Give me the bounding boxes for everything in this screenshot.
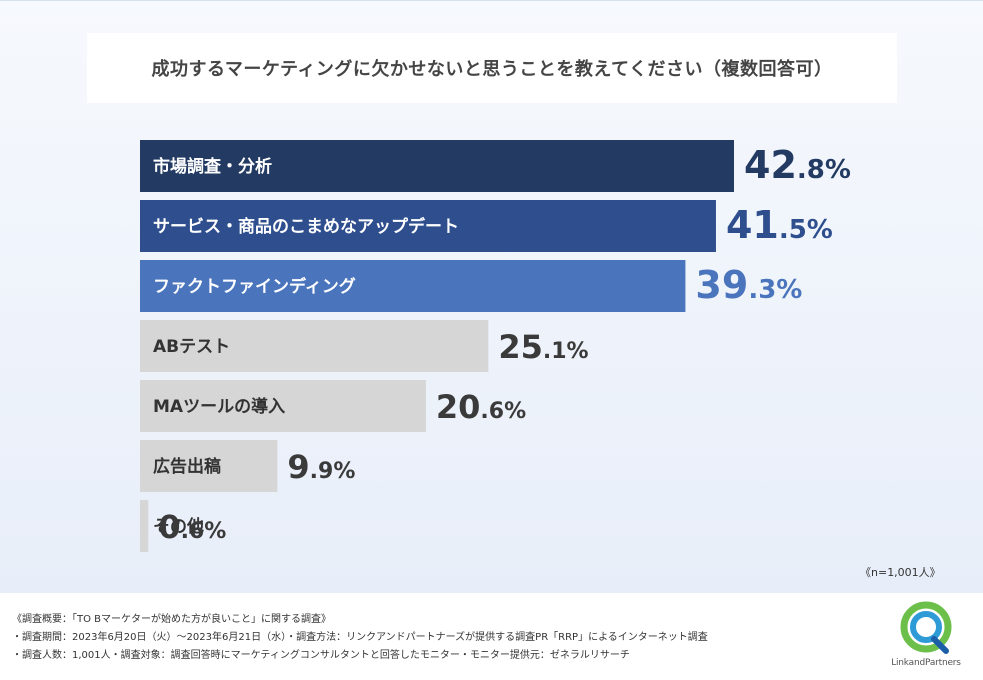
value-label-6: 0.6% — [158, 508, 226, 546]
sample-size: 《n=1,001人》 — [860, 566, 941, 579]
company-logo: LinkandPartners — [883, 601, 969, 673]
logo-mark-icon — [900, 601, 952, 654]
category-label-6: その他 — [153, 516, 204, 537]
category-label-1: サービス・商品のこまめなアップデート — [153, 216, 459, 237]
survey-notes: 《調査概要：「TO Bマーケターが始めた方が良いこと」に関する調査》 ・調査期間… — [12, 611, 872, 665]
bar-6 — [140, 500, 149, 552]
value-label-5: 9.9% — [287, 448, 355, 486]
value-label-1: 41.5% — [726, 203, 833, 247]
logo-text: LinkandPartners — [891, 658, 961, 668]
bar-chart: 市場調査・分析 42.8% サービス・商品のこまめなアップデート 41.5% ファクトフ… — [140, 140, 851, 552]
category-label-4: MAツールの導入 — [153, 396, 285, 417]
bar-3 — [140, 320, 489, 372]
survey-note-period: ・調査期間：2023年6月20日（火）～2023年6月21日（水）・調査方法：リ… — [12, 632, 708, 643]
bar-0 — [140, 140, 734, 192]
category-label-5: 広告出稿 — [153, 456, 221, 477]
bar-2 — [140, 260, 686, 312]
bar-5 — [140, 440, 278, 492]
category-label-2: ファクトファインディング — [153, 276, 356, 297]
chart-panel: 成功するマーケティングに欠かせないと思うことを教えてください（複数回答可） 市場… — [0, 0, 983, 593]
bar-4 — [140, 380, 426, 432]
value-label-0: 42.8% — [744, 143, 851, 187]
value-label-4: 20.6% — [436, 388, 526, 426]
title-box: 成功するマーケティングに欠かせないと思うことを教えてください（複数回答可） — [87, 33, 897, 103]
chart-title: 成功するマーケティングに欠かせないと思うことを教えてください（複数回答可） — [151, 59, 833, 80]
value-label-2: 39.3% — [695, 263, 802, 307]
value-label-3: 25.1% — [498, 328, 588, 366]
survey-note-title: 《調査概要：「TO Bマーケターが始めた方が良いこと」に関する調査》 — [12, 614, 332, 625]
bar-1 — [140, 200, 716, 252]
survey-note-target: ・調査人数：1,001人・調査対象：調査回答時にマーケティングコンサルタントと回… — [12, 650, 630, 661]
category-label-3: ABテスト — [153, 337, 230, 357]
footer: 《調査概要：「TO Bマーケターが始めた方が良いこと」に関する調査》 ・調査期間… — [0, 593, 983, 680]
category-label-0: 市場調査・分析 — [153, 156, 272, 177]
